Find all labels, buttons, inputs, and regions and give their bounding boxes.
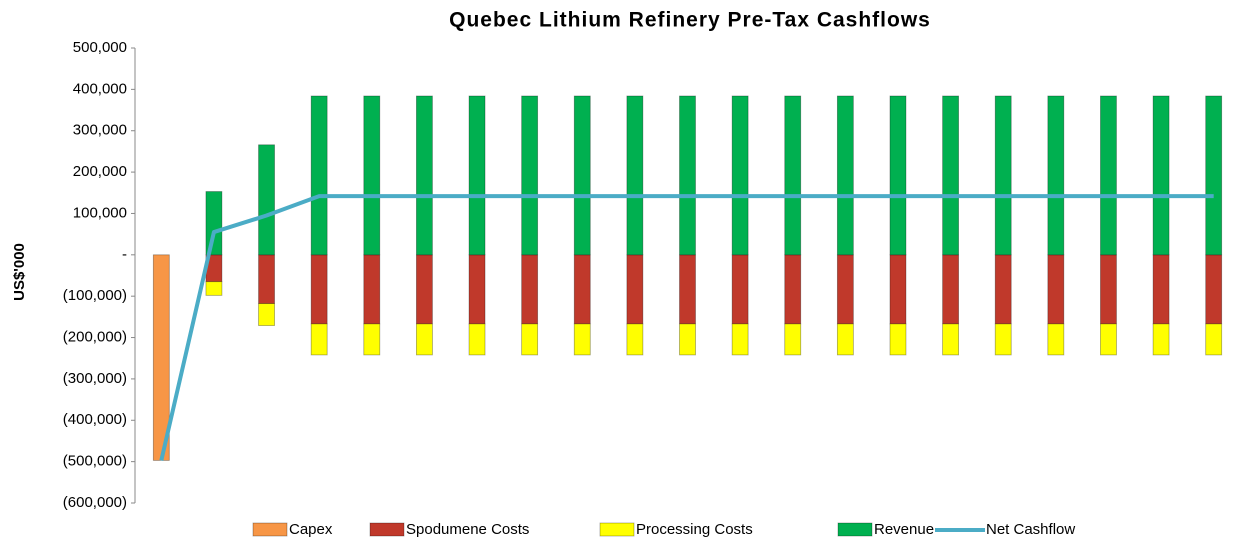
y-tick-label: 100,000 — [73, 204, 127, 221]
bar-segment — [573, 323, 591, 356]
legend-swatch — [252, 522, 288, 537]
bar-segment — [1047, 254, 1065, 325]
bar-segment — [836, 254, 854, 325]
line-series — [159, 194, 1214, 461]
y-tick-label: - — [122, 246, 127, 263]
bar-segment — [679, 254, 696, 325]
y-tick-label: 300,000 — [73, 122, 127, 139]
bar-segment — [205, 281, 223, 296]
y-tick-label: 500,000 — [73, 39, 127, 56]
bar-segment — [1047, 95, 1065, 256]
bar-segment — [679, 323, 696, 356]
bar-segment — [468, 323, 486, 356]
legend-label: Processing Costs — [636, 521, 753, 538]
y-tick-label: (100,000) — [63, 287, 127, 304]
y-tick-label: (500,000) — [63, 453, 127, 470]
bar-segment — [836, 323, 854, 356]
bar-segment — [521, 254, 539, 325]
legend-swatch — [369, 522, 405, 537]
bar-segment — [1100, 254, 1117, 325]
bar-segment — [836, 95, 854, 256]
bar-segment — [784, 95, 802, 256]
bar-segment — [416, 254, 433, 325]
bar-segment — [573, 254, 591, 325]
bar-segment — [573, 95, 591, 256]
legend-label: Revenue — [874, 521, 934, 538]
bar-segment — [994, 254, 1012, 325]
bar-segment — [942, 254, 959, 325]
legend-label: Net Cashflow — [986, 521, 1075, 538]
bar-segment — [626, 254, 644, 325]
y-tick-label: (200,000) — [63, 329, 127, 346]
legend-swatch — [837, 522, 873, 537]
bar-segment — [784, 323, 802, 356]
bar-segment — [889, 323, 907, 356]
bar-segment — [731, 323, 749, 356]
bar-segment — [416, 323, 433, 356]
legend-label: Spodumene Costs — [406, 521, 529, 538]
y-tick-label: (400,000) — [63, 411, 127, 428]
bar-segment — [994, 95, 1012, 256]
bar-segment — [205, 191, 223, 256]
bar-segment — [626, 95, 644, 256]
bar-segment — [310, 323, 328, 356]
bar-segment — [1152, 254, 1170, 325]
bar-segment — [1100, 95, 1117, 256]
bar-segment — [889, 95, 907, 256]
y-tick-label: 200,000 — [73, 163, 127, 180]
bar-segment — [1205, 323, 1223, 356]
legend-swatch — [599, 522, 635, 537]
bar-segment — [942, 95, 959, 256]
chart-title: Quebec Lithium Refinery Pre-Tax Cashflow… — [449, 9, 931, 32]
bar-segment — [468, 254, 486, 325]
bar-segment — [258, 144, 275, 256]
bar-segment — [1047, 323, 1065, 356]
bar-segment — [521, 323, 539, 356]
bar-segment — [1152, 323, 1170, 356]
bar-segment — [258, 303, 275, 326]
bar-segment — [310, 254, 328, 325]
y-axis-label: US$'000 — [11, 243, 28, 301]
bar-segment — [363, 254, 381, 325]
bar-segment — [994, 323, 1012, 356]
bar-segment — [1205, 254, 1223, 325]
bar-segment — [942, 323, 959, 356]
bar-segment — [258, 254, 275, 305]
bar-segment — [1152, 95, 1170, 256]
bar-segment — [363, 95, 381, 256]
bar-segment — [784, 254, 802, 325]
y-tick-label: (300,000) — [63, 370, 127, 387]
bar-segment — [626, 323, 644, 356]
bar-segment — [1100, 323, 1117, 356]
y-tick-label: (600,000) — [63, 494, 127, 511]
bar-segment — [1205, 95, 1223, 256]
bar-segment — [679, 95, 696, 256]
bar-segment — [416, 95, 433, 256]
bar-segment — [521, 95, 539, 256]
bar-segment — [731, 95, 749, 256]
bar-segment — [310, 95, 328, 256]
bar-segment — [363, 323, 381, 356]
bar-segment — [889, 254, 907, 325]
legend-label: Capex — [289, 521, 333, 538]
bar-segment — [731, 254, 749, 325]
bar-segment — [468, 95, 486, 256]
y-tick-label: 400,000 — [73, 80, 127, 97]
